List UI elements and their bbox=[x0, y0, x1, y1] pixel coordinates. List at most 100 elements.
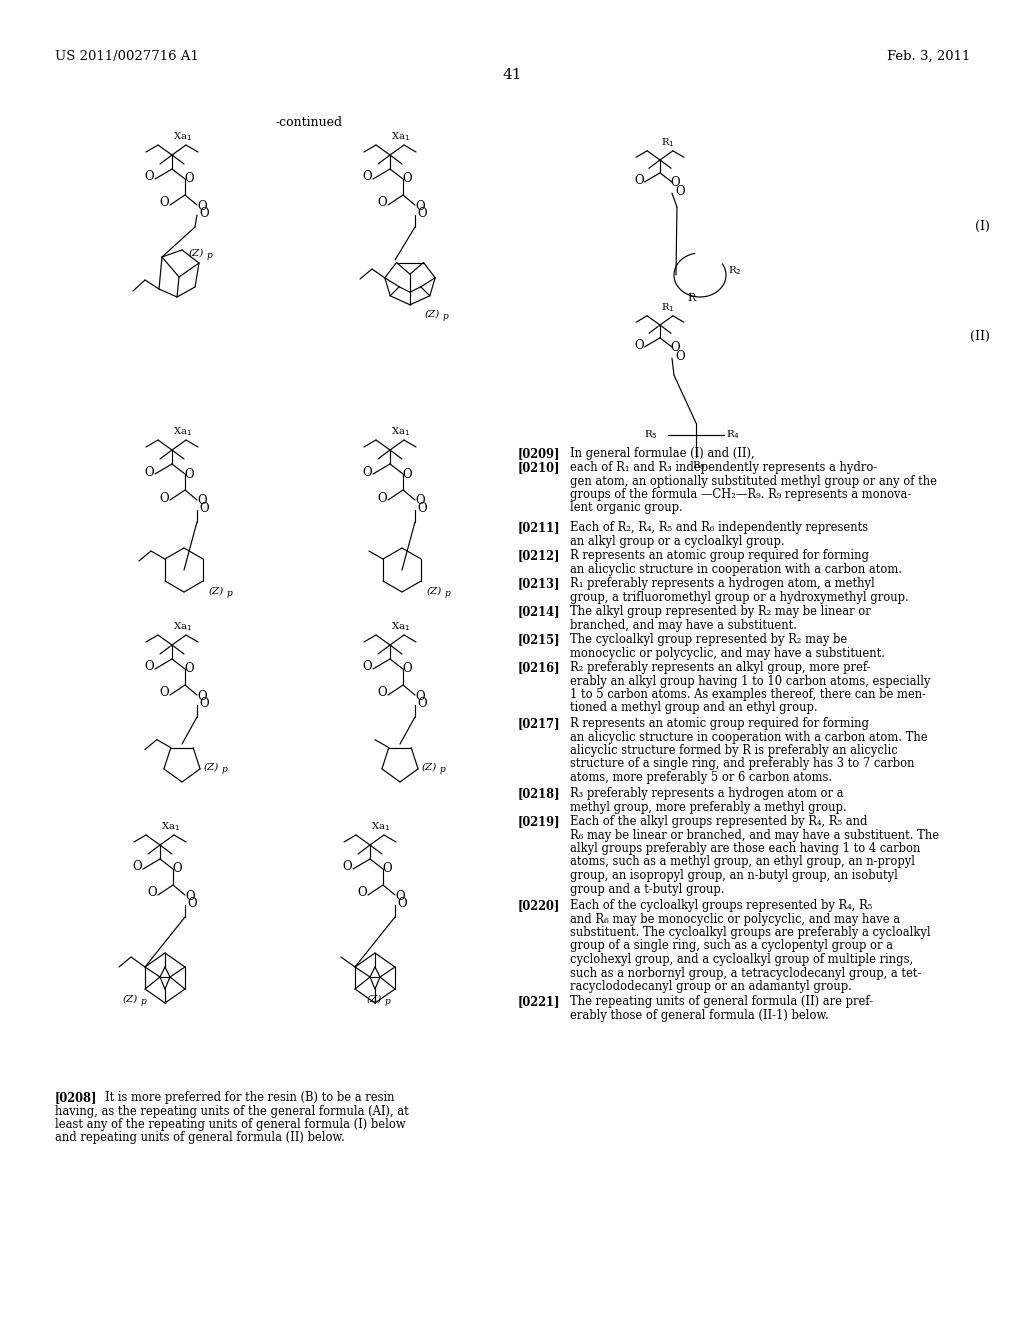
Text: racyclododecanyl group or an adamantyl group.: racyclododecanyl group or an adamantyl g… bbox=[570, 979, 852, 993]
Text: [0219]: [0219] bbox=[518, 814, 560, 828]
Text: O: O bbox=[159, 686, 169, 700]
Text: atoms, such as a methyl group, an ethyl group, an n-propyl: atoms, such as a methyl group, an ethyl … bbox=[570, 855, 915, 869]
Text: Xa$_1$: Xa$_1$ bbox=[391, 425, 410, 438]
Text: R$_4$: R$_4$ bbox=[726, 429, 740, 441]
Text: group and a t-butyl group.: group and a t-butyl group. bbox=[570, 883, 725, 895]
Text: p: p bbox=[141, 997, 146, 1006]
Text: tioned a methyl group and an ethyl group.: tioned a methyl group and an ethyl group… bbox=[570, 701, 817, 714]
Text: O: O bbox=[634, 174, 644, 186]
Text: Xa$_1$: Xa$_1$ bbox=[371, 820, 390, 833]
Text: group of a single ring, such as a cyclopentyl group or a: group of a single ring, such as a cyclop… bbox=[570, 940, 893, 953]
Text: alicyclic structure formed by R is preferably an alicyclic: alicyclic structure formed by R is prefe… bbox=[570, 744, 898, 756]
Text: an alkyl group or a cycloalkyl group.: an alkyl group or a cycloalkyl group. bbox=[570, 535, 784, 548]
Text: R: R bbox=[688, 293, 696, 304]
Text: having, as the repeating units of the general formula (AI), at: having, as the repeating units of the ge… bbox=[55, 1105, 409, 1118]
Text: O: O bbox=[199, 502, 209, 515]
Text: O: O bbox=[198, 689, 207, 702]
Text: [0217]: [0217] bbox=[518, 717, 560, 730]
Text: [0212]: [0212] bbox=[518, 549, 560, 562]
Text: lent organic group.: lent organic group. bbox=[570, 502, 683, 515]
Text: R₁ preferably represents a hydrogen atom, a methyl: R₁ preferably represents a hydrogen atom… bbox=[570, 577, 874, 590]
Text: O: O bbox=[377, 686, 387, 700]
Text: [0216]: [0216] bbox=[518, 661, 560, 675]
Text: O: O bbox=[417, 502, 427, 515]
Text: [0210]: [0210] bbox=[518, 461, 560, 474]
Text: O: O bbox=[675, 185, 685, 198]
Text: 1 to 5 carbon atoms. As examples thereof, there can be men-: 1 to 5 carbon atoms. As examples thereof… bbox=[570, 688, 926, 701]
Text: R₃ preferably represents a hydrogen atom or a: R₃ preferably represents a hydrogen atom… bbox=[570, 787, 844, 800]
Text: O: O bbox=[144, 466, 154, 479]
Text: methyl group, more preferably a methyl group.: methyl group, more preferably a methyl g… bbox=[570, 800, 847, 813]
Text: O: O bbox=[377, 491, 387, 504]
Text: O: O bbox=[417, 207, 427, 220]
Text: O: O bbox=[395, 890, 404, 903]
Text: O: O bbox=[362, 660, 372, 673]
Text: p: p bbox=[385, 997, 391, 1006]
Text: each of R₁ and R₃ independently represents a hydro-: each of R₁ and R₃ independently represen… bbox=[570, 461, 878, 474]
Text: R$_5$: R$_5$ bbox=[644, 429, 658, 441]
Text: O: O bbox=[415, 689, 425, 702]
Text: (II): (II) bbox=[970, 330, 990, 343]
Text: O: O bbox=[415, 495, 425, 507]
Text: Xa$_1$: Xa$_1$ bbox=[173, 131, 191, 143]
Text: O: O bbox=[172, 862, 182, 875]
Text: O: O bbox=[159, 491, 169, 504]
Text: O: O bbox=[198, 495, 207, 507]
Text: [0211]: [0211] bbox=[518, 521, 560, 535]
Text: O: O bbox=[634, 339, 644, 351]
Text: [0215]: [0215] bbox=[518, 634, 560, 645]
Text: O: O bbox=[675, 350, 685, 363]
Text: erably those of general formula (II-1) below.: erably those of general formula (II-1) b… bbox=[570, 1008, 828, 1022]
Text: O: O bbox=[357, 887, 367, 899]
Text: O: O bbox=[402, 467, 412, 480]
Text: Xa$_1$: Xa$_1$ bbox=[161, 820, 180, 833]
Text: R represents an atomic group required for forming: R represents an atomic group required fo… bbox=[570, 549, 869, 562]
Text: (Z): (Z) bbox=[367, 995, 382, 1005]
Text: erably an alkyl group having 1 to 10 carbon atoms, especially: erably an alkyl group having 1 to 10 car… bbox=[570, 675, 931, 688]
Text: p: p bbox=[443, 312, 449, 321]
Text: p: p bbox=[445, 589, 451, 598]
Text: [0220]: [0220] bbox=[518, 899, 560, 912]
Text: [0218]: [0218] bbox=[518, 787, 560, 800]
Text: O: O bbox=[184, 467, 194, 480]
Text: O: O bbox=[198, 199, 207, 213]
Text: O: O bbox=[362, 466, 372, 479]
Text: O: O bbox=[147, 887, 157, 899]
Text: [0209]: [0209] bbox=[518, 447, 560, 459]
Text: O: O bbox=[342, 861, 352, 874]
Text: O: O bbox=[132, 861, 141, 874]
Text: alkyl groups preferably are those each having 1 to 4 carbon: alkyl groups preferably are those each h… bbox=[570, 842, 921, 855]
Text: structure of a single ring, and preferably has 3 to 7 carbon: structure of a single ring, and preferab… bbox=[570, 758, 914, 771]
Text: (Z): (Z) bbox=[209, 587, 224, 597]
Text: an alicyclic structure in cooperation with a carbon atom. The: an alicyclic structure in cooperation wi… bbox=[570, 730, 928, 743]
Text: R$_6$: R$_6$ bbox=[692, 459, 706, 471]
Text: (Z): (Z) bbox=[425, 310, 440, 319]
Text: group, an isopropyl group, an n-butyl group, an isobutyl: group, an isopropyl group, an n-butyl gr… bbox=[570, 869, 898, 882]
Text: R$_1$: R$_1$ bbox=[660, 301, 675, 314]
Text: p: p bbox=[227, 589, 232, 598]
Text: O: O bbox=[187, 898, 197, 909]
Text: O: O bbox=[402, 173, 412, 186]
Text: Each of the alkyl groups represented by R₄, R₅ and: Each of the alkyl groups represented by … bbox=[570, 814, 867, 828]
Text: O: O bbox=[382, 862, 392, 875]
Text: O: O bbox=[362, 170, 372, 183]
Text: Xa$_1$: Xa$_1$ bbox=[173, 620, 191, 634]
Text: R₆ may be linear or branched, and may have a substituent. The: R₆ may be linear or branched, and may ha… bbox=[570, 829, 939, 842]
Text: O: O bbox=[199, 697, 209, 710]
Text: O: O bbox=[184, 173, 194, 186]
Text: O: O bbox=[671, 341, 681, 354]
Text: such as a norbornyl group, a tetracyclodecanyl group, a tet-: such as a norbornyl group, a tetracyclod… bbox=[570, 966, 922, 979]
Text: [0208]: [0208] bbox=[55, 1092, 97, 1104]
Text: and R₆ may be monocyclic or polycyclic, and may have a: and R₆ may be monocyclic or polycyclic, … bbox=[570, 912, 900, 925]
Text: p: p bbox=[222, 766, 227, 774]
Text: (Z): (Z) bbox=[123, 995, 138, 1005]
Text: [0213]: [0213] bbox=[518, 577, 560, 590]
Text: (Z): (Z) bbox=[427, 587, 442, 597]
Text: and repeating units of general formula (II) below.: and repeating units of general formula (… bbox=[55, 1131, 345, 1144]
Text: It is more preferred for the resin (B) to be a resin: It is more preferred for the resin (B) t… bbox=[105, 1092, 394, 1104]
Text: R$_2$: R$_2$ bbox=[728, 264, 741, 277]
Text: O: O bbox=[159, 197, 169, 210]
Text: The alkyl group represented by R₂ may be linear or: The alkyl group represented by R₂ may be… bbox=[570, 605, 870, 618]
Text: Xa$_1$: Xa$_1$ bbox=[391, 131, 410, 143]
Text: -continued: -continued bbox=[275, 116, 342, 129]
